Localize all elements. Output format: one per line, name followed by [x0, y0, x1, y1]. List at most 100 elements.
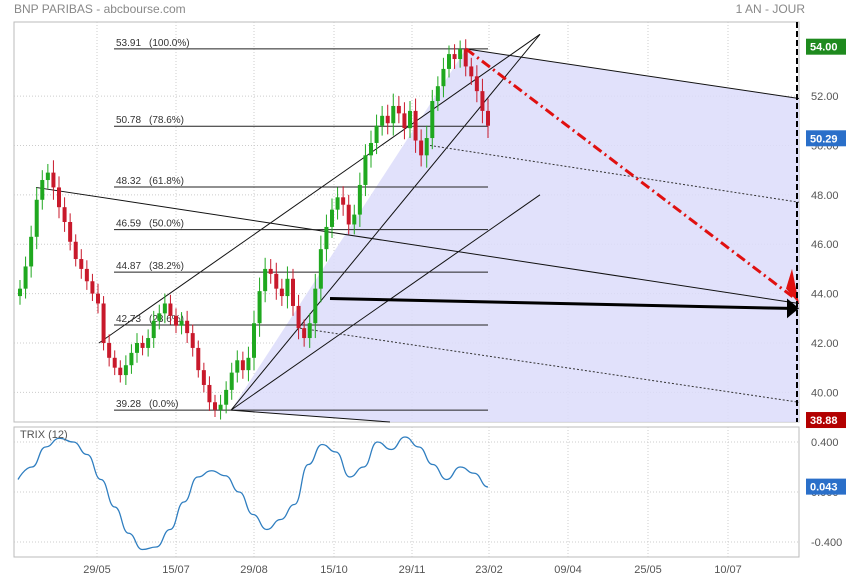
candle-body [196, 347, 201, 371]
trend-line [230, 409, 391, 423]
candle-body [452, 54, 457, 60]
candle-body [45, 172, 50, 181]
trix-y-tick-label: 0.400 [811, 437, 839, 449]
candle-body [73, 241, 78, 260]
trix-title: TRIX (12) [20, 429, 68, 441]
candle-body [408, 110, 412, 129]
candle-body [335, 197, 340, 210]
price-tag-background [806, 412, 846, 429]
candle-body [469, 66, 474, 77]
candle-body [385, 115, 390, 124]
candle-body [96, 293, 100, 304]
candle-body [235, 360, 240, 373]
candle-body [296, 305, 301, 329]
fibonacci-value-label: 42.73 [116, 314, 141, 325]
fibonacci-value-label: 39.28 [116, 399, 141, 410]
candle-body [430, 101, 435, 139]
candle-body [346, 204, 351, 225]
candle-body [447, 54, 451, 69]
black-target-arrow [329, 297, 791, 310]
candle-body [252, 323, 256, 358]
candle-body [51, 172, 56, 188]
candle-body [79, 259, 84, 269]
candle-body [458, 49, 463, 60]
price-y-tick-label: 40.00 [811, 387, 839, 399]
candle-body [474, 76, 479, 92]
x-tick-label: 10/07 [714, 564, 742, 576]
candle-body [129, 352, 134, 366]
candle-body [107, 342, 112, 358]
trend-line [98, 33, 541, 344]
candle-body [463, 49, 468, 67]
candle-body [374, 125, 379, 143]
candle-body [207, 384, 212, 403]
price-tag-background [806, 130, 846, 147]
candle-body [313, 288, 318, 324]
candle-body [240, 360, 245, 371]
fibonacci-percent-label: (78.6%) [149, 115, 184, 126]
candle-body [174, 315, 178, 326]
black-arrow-head [787, 298, 799, 319]
trend-line [35, 186, 800, 304]
candle-body [369, 142, 373, 156]
candle-body [396, 105, 401, 114]
candle-body [201, 370, 206, 385]
candle-body [318, 249, 323, 289]
trix-tag: 0.043 [806, 478, 846, 495]
trend-line [465, 48, 800, 100]
candle-body [424, 138, 429, 156]
price-y-tick-label: 48.00 [811, 190, 839, 202]
trix-y-tick-label: -0.400 [811, 537, 842, 549]
fibonacci-value-label: 53.91 [116, 38, 141, 49]
candle-body [268, 268, 273, 274]
x-tick-label: 29/11 [399, 564, 426, 576]
fibonacci-percent-label: (23.6%) [149, 314, 184, 325]
candle-body [441, 68, 446, 87]
candle-body [112, 357, 117, 368]
candle-body [34, 199, 39, 237]
candle-body [123, 365, 128, 376]
candle-body [402, 113, 407, 129]
x-tick-label: 29/08 [240, 564, 268, 576]
x-tick-label: 23/02 [475, 564, 503, 576]
price-y-tick-label: 44.00 [811, 289, 839, 301]
candle-body [224, 389, 229, 405]
fibonacci-value-label: 48.32 [116, 176, 141, 187]
price-tag-background [806, 38, 846, 55]
x-tick-label: 09/04 [554, 564, 582, 576]
candle-body [279, 288, 284, 297]
candle-body [162, 303, 167, 314]
fibonacci-percent-label: (50.0%) [149, 219, 184, 230]
candle-body [486, 110, 490, 126]
candle-body [179, 320, 184, 326]
candle-body [135, 342, 139, 353]
fibonacci-percent-label: (38.2%) [149, 261, 184, 272]
candle-body [140, 342, 145, 348]
candle-body [341, 197, 346, 205]
fibonacci-percent-label: (0.0%) [149, 399, 178, 410]
candle-body [263, 268, 268, 292]
candle-body [213, 402, 217, 410]
fibonacci-value-label: 44.87 [116, 261, 141, 272]
x-tick-label: 15/07 [162, 564, 190, 576]
price-tag-label: 50.29 [810, 133, 838, 145]
candle-body [380, 115, 385, 126]
price-y-tick-label: 46.00 [811, 239, 839, 251]
trix-tag-background [806, 478, 846, 495]
candle-body [363, 155, 368, 185]
candle-body [419, 140, 424, 156]
fibonacci-value-label: 50.78 [116, 115, 141, 126]
candle-body [324, 226, 329, 250]
candle-body [90, 281, 95, 294]
candle-body [151, 320, 156, 339]
andrews-fan-area [231, 48, 799, 423]
candle-body [435, 86, 440, 102]
candle-body [413, 110, 418, 141]
price-tag: 50.29 [806, 130, 846, 147]
price-tag-label: 54.00 [810, 42, 838, 54]
candle-body [285, 278, 290, 297]
price-tag: 38.88 [806, 412, 846, 429]
price-tag: 54.00 [806, 38, 846, 55]
red-projection-arrow [465, 47, 796, 300]
